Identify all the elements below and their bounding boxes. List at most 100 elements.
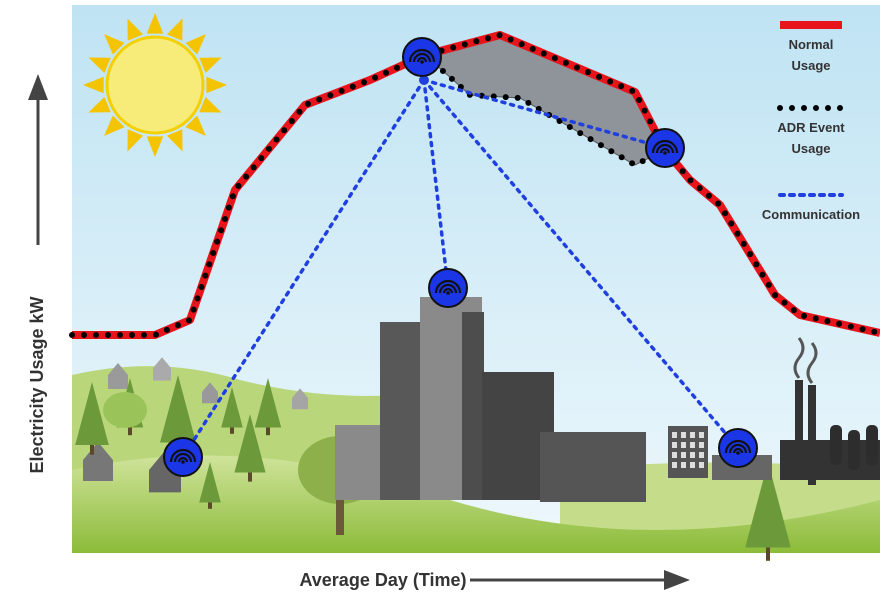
wifi-dot bbox=[420, 60, 424, 64]
tree-trunk bbox=[208, 501, 212, 509]
tree bbox=[160, 375, 196, 443]
y-axis-label: Electricity Usage kW bbox=[27, 296, 47, 473]
wifi-dot bbox=[736, 451, 740, 455]
hill-front bbox=[72, 455, 880, 553]
x-axis-arrowhead bbox=[664, 570, 690, 590]
tank bbox=[830, 425, 842, 465]
window bbox=[690, 462, 695, 468]
sun-ray bbox=[199, 57, 222, 74]
tree bbox=[199, 462, 221, 503]
sun-ray bbox=[127, 129, 144, 152]
legend-label: Usage bbox=[791, 141, 830, 156]
wifi-arc bbox=[651, 139, 679, 154]
tree bbox=[221, 387, 243, 428]
wifi-arc bbox=[655, 143, 675, 154]
communication-line bbox=[422, 78, 667, 150]
sun-ray bbox=[166, 129, 183, 152]
tree-trunk bbox=[766, 545, 770, 561]
sun-ray bbox=[146, 13, 164, 34]
sun-ray bbox=[83, 76, 104, 94]
tree bbox=[75, 382, 109, 445]
tank bbox=[848, 430, 860, 470]
tree-trunk bbox=[128, 426, 132, 436]
window bbox=[681, 462, 686, 468]
hub-dot bbox=[419, 75, 429, 85]
communication-line bbox=[181, 78, 426, 459]
house bbox=[108, 363, 128, 389]
window bbox=[699, 432, 704, 438]
wifi-dot bbox=[181, 460, 185, 464]
window bbox=[681, 432, 686, 438]
legend-label: ADR Event bbox=[777, 120, 845, 135]
adr-usage-line bbox=[422, 52, 668, 169]
house bbox=[202, 382, 218, 404]
sun-ray bbox=[185, 34, 206, 55]
wifi-arc bbox=[438, 283, 458, 294]
sun bbox=[105, 35, 205, 135]
x-axis-label: Average Day (Time) bbox=[299, 570, 466, 590]
window bbox=[672, 442, 677, 448]
sun-ray bbox=[206, 76, 227, 94]
window bbox=[690, 452, 695, 458]
wifi-arc bbox=[408, 48, 436, 63]
wifi-dot bbox=[663, 151, 667, 155]
chimney bbox=[808, 385, 816, 485]
wifi-arc bbox=[173, 452, 193, 463]
window bbox=[699, 442, 704, 448]
sun-ray bbox=[104, 115, 125, 136]
house bbox=[153, 357, 171, 381]
smoke bbox=[793, 337, 818, 384]
window bbox=[690, 432, 695, 438]
window bbox=[681, 452, 686, 458]
wifi-arc bbox=[724, 439, 752, 454]
sun-ray bbox=[127, 18, 144, 41]
y-axis-arrowhead bbox=[28, 74, 48, 100]
legend-label: Normal bbox=[789, 37, 834, 52]
tree bbox=[254, 378, 282, 428]
sun-ray bbox=[146, 136, 164, 157]
chimney bbox=[795, 380, 803, 480]
tree-trunk bbox=[266, 426, 270, 436]
building bbox=[540, 432, 646, 502]
window bbox=[672, 462, 677, 468]
tree-trunk bbox=[336, 490, 344, 535]
sun-ray bbox=[88, 57, 111, 74]
legend-label: Communication bbox=[762, 207, 860, 222]
building bbox=[335, 425, 380, 500]
house bbox=[292, 388, 308, 410]
tree-trunk bbox=[248, 471, 252, 482]
wifi-arc bbox=[732, 447, 744, 454]
wifi-arc bbox=[728, 443, 748, 454]
wifi-arc bbox=[169, 448, 197, 463]
sun-ray bbox=[199, 96, 222, 113]
wifi-arc bbox=[412, 52, 432, 63]
window bbox=[672, 452, 677, 458]
tank bbox=[866, 425, 878, 465]
building bbox=[462, 312, 484, 500]
tree-trunk bbox=[230, 426, 234, 434]
tree-trunk bbox=[90, 443, 94, 455]
wifi-arc bbox=[434, 279, 462, 294]
communication-line bbox=[422, 78, 450, 290]
window bbox=[672, 432, 677, 438]
wifi-arc bbox=[659, 147, 671, 154]
tree bbox=[234, 414, 266, 473]
wifi-dot bbox=[446, 291, 450, 295]
sun-ray bbox=[88, 96, 111, 113]
sun-ray bbox=[166, 18, 183, 41]
adr-usage-line bbox=[69, 31, 880, 338]
communication-line bbox=[422, 78, 740, 450]
window bbox=[699, 452, 704, 458]
tree bbox=[745, 462, 791, 548]
tree-crown bbox=[103, 392, 147, 428]
sun-ray bbox=[104, 34, 125, 55]
window bbox=[690, 442, 695, 448]
window bbox=[681, 442, 686, 448]
wifi-arc bbox=[177, 456, 189, 463]
wifi-arc bbox=[442, 287, 454, 294]
window bbox=[699, 462, 704, 468]
legend-label: Usage bbox=[791, 58, 830, 73]
wifi-arc bbox=[416, 56, 428, 63]
